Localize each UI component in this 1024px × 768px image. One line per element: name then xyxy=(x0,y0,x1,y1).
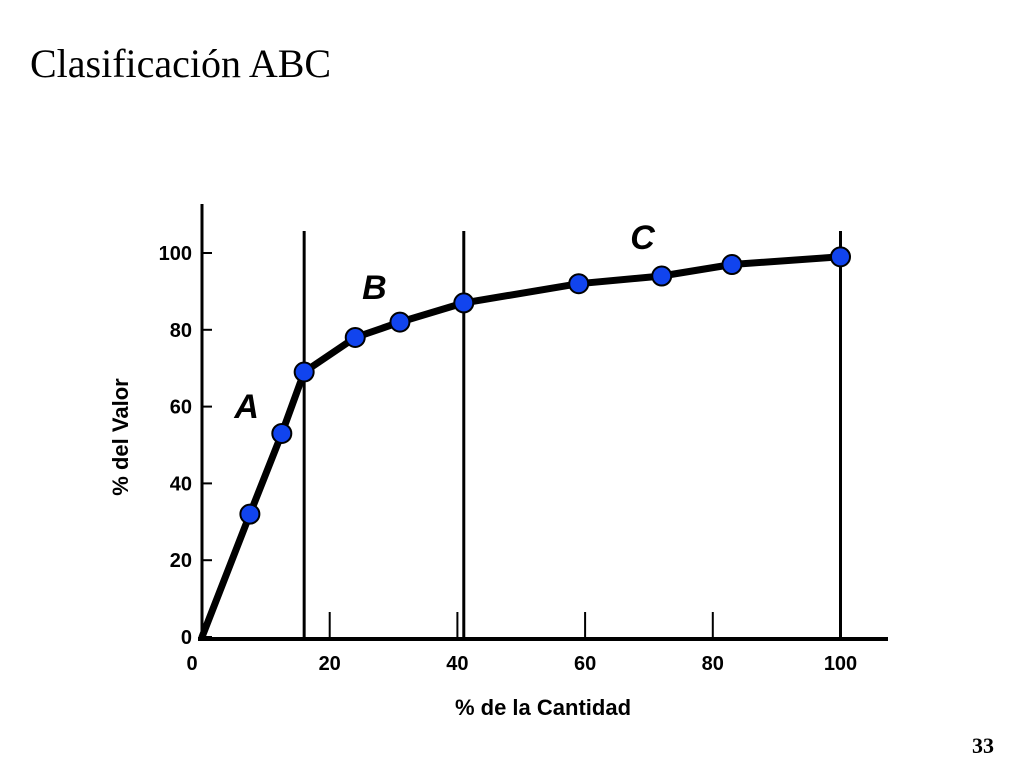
y-axis-title: % del Valor xyxy=(108,378,133,496)
y-tick-label-80: 80 xyxy=(170,320,192,342)
x-axis-title: % de la Cantidad xyxy=(455,695,631,720)
data-point-4 xyxy=(344,326,366,348)
x-tick-label-60: 60 xyxy=(574,653,596,675)
tick-marks xyxy=(202,252,842,639)
data-points xyxy=(239,246,851,525)
data-point-10 xyxy=(830,246,851,268)
x-tick-label-40: 40 xyxy=(446,653,468,675)
data-point-5 xyxy=(389,311,411,333)
data-point-8 xyxy=(651,265,673,287)
x-tick-label-100: 100 xyxy=(824,653,857,675)
x-tick-label-80: 80 xyxy=(702,653,724,675)
y-tick-label-40: 40 xyxy=(170,473,192,495)
class-label-b: B xyxy=(362,269,387,307)
x-tick-label-20: 20 xyxy=(319,653,341,675)
y-tick-label-60: 60 xyxy=(170,397,192,419)
cumulative-curve xyxy=(198,253,844,641)
data-point-9 xyxy=(721,254,743,276)
y-tick-label-20: 20 xyxy=(170,550,192,572)
class-label-a: A xyxy=(233,388,259,426)
tick-labels: 0 20 40 60 80 100 0 20 40 60 80 100 xyxy=(159,243,858,675)
data-point-2 xyxy=(271,422,293,444)
page-number: 33 xyxy=(972,733,994,758)
data-point-7 xyxy=(568,273,590,295)
data-point-3 xyxy=(293,361,315,383)
y-tick-label-100: 100 xyxy=(159,243,192,265)
data-point-6 xyxy=(453,292,475,314)
x-tick-label-0: 0 xyxy=(186,653,197,675)
class-label-c: C xyxy=(630,219,655,257)
data-point-1 xyxy=(239,503,261,525)
y-tick-label-0: 0 xyxy=(181,627,192,649)
chart-axes xyxy=(198,204,888,641)
slide-title: Clasificación ABC xyxy=(30,41,332,86)
class-labels: A B C xyxy=(233,219,655,426)
